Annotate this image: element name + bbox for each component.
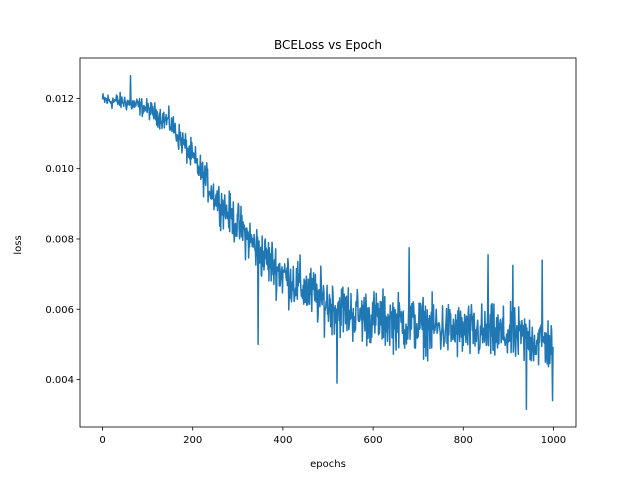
x-tick-label: 400 [273,435,292,446]
y-tick-label: 0.008 [45,234,74,245]
y-tick-label: 0.012 [45,94,74,105]
x-tick-label: 600 [364,435,383,446]
y-axis: 0.004 0.006 0.008 0.010 0.012 [45,94,80,386]
x-axis: 0 200 400 600 800 1000 [99,427,566,446]
x-tick-label: 0 [99,435,105,446]
x-tick-label: 1000 [541,435,566,446]
chart-title: BCELoss vs Epoch [274,38,382,52]
x-axis-label: epochs [310,459,346,470]
x-tick-label: 800 [454,435,473,446]
y-axis-label: loss [13,235,24,254]
y-tick-label: 0.004 [45,375,74,386]
plot-frame [79,57,577,428]
y-tick-label: 0.010 [45,164,74,175]
series-line [101,74,554,411]
plot-area [79,57,577,428]
y-tick-label: 0.006 [45,305,74,316]
x-tick-label: 200 [183,435,202,446]
